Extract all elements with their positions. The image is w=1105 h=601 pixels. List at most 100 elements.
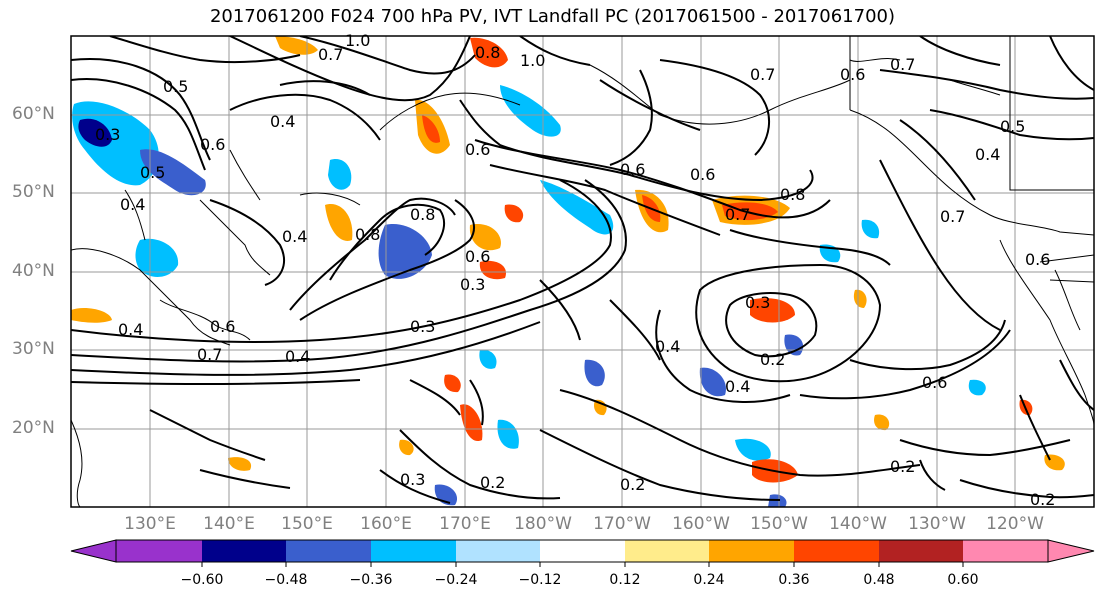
contour-label: 0.2: [620, 475, 645, 494]
contour-label: 0.6: [840, 65, 865, 84]
shade-blob: [444, 374, 461, 393]
shade-blob: [325, 204, 353, 241]
shade-blob: [699, 367, 726, 397]
lon-label: 140°W: [829, 514, 887, 534]
colorbar-segment: [540, 540, 625, 562]
map-frame: [70, 35, 1095, 508]
shade-blob: [378, 224, 432, 279]
colorbar-tick-label: −0.12: [518, 572, 562, 588]
contour-label: 0.8: [410, 205, 435, 224]
colorbar-tick-label: 0.60: [947, 572, 979, 588]
colorbar-segment: [709, 540, 794, 562]
colorbar-segment: [286, 540, 371, 562]
colorbar-segment: [963, 540, 1048, 562]
contour-label: 0.4: [285, 347, 310, 366]
contour-label: 0.7: [197, 345, 222, 364]
shade-blob: [540, 180, 614, 235]
shade-blob: [861, 219, 880, 239]
shade-blob: [328, 159, 352, 190]
colorbar-segment: [794, 540, 879, 562]
contour-label: 0.4: [270, 112, 295, 131]
colorbar-segment: [202, 540, 286, 562]
colorbar-tick-label: −0.60: [180, 572, 224, 588]
contour-label: 0.6: [1025, 250, 1050, 269]
colorbar: [70, 539, 1095, 567]
contour-label: 0.6: [465, 140, 490, 159]
map-title: 2017061200 F024 700 hPa PV, IVT Landfall…: [209, 6, 896, 27]
contour-label: 0.6: [922, 373, 947, 392]
contour-label: 0.7: [750, 65, 775, 84]
lon-label: 130°E: [124, 514, 176, 534]
shade-blob: [399, 439, 414, 456]
lon-label: 130°W: [908, 514, 966, 534]
contour-labels: 1.0 0.7 0.8 1.0 0.6 0.5 0.4 0.3 0.6 0.5 …: [95, 31, 1055, 509]
contour-label: 0.6: [210, 317, 235, 336]
lon-label: 140°E: [203, 514, 255, 534]
lon-label: 160°E: [360, 514, 412, 534]
contour-label: 0.7: [725, 205, 750, 224]
colorbar-tick-label: −0.36: [349, 572, 393, 588]
shade-blob: [469, 224, 501, 251]
lon-label: 150°W: [750, 514, 808, 534]
contour-label: 0.8: [475, 43, 500, 62]
shading-layer: [71, 36, 1065, 507]
shade-blob: [735, 438, 771, 461]
lat-label: 60°N: [12, 104, 55, 124]
contour-label: 0.2: [1030, 490, 1055, 509]
colorbar-tick-label: 0.24: [693, 572, 725, 588]
lon-label: 170°W: [593, 514, 651, 534]
contour-label: 0.4: [655, 337, 680, 356]
shade-blob: [874, 414, 890, 431]
contour-label: 0.3: [95, 125, 120, 144]
colorbar-tick-label: 0.48: [863, 572, 895, 588]
shade-blob: [78, 118, 112, 147]
contour-label: 0.3: [410, 317, 435, 336]
lat-label: 40°N: [12, 261, 55, 281]
contour-label: 1.0: [345, 31, 370, 50]
colorbar-segment: [456, 540, 540, 562]
contour-label: 0.5: [140, 163, 165, 182]
contour-label: 0.4: [120, 195, 145, 214]
shade-blob: [479, 349, 497, 369]
contour-label: 0.6: [620, 160, 645, 179]
contour-label: 1.0: [520, 51, 545, 70]
shade-blob: [750, 298, 795, 323]
shade-blob: [460, 404, 483, 442]
contour-label: 0.4: [975, 145, 1000, 164]
shade-blob: [500, 85, 561, 137]
colorbar-tick-label: −0.48: [264, 572, 308, 588]
colorbar-tick-label: 0.36: [778, 572, 810, 588]
lon-label: 120°W: [986, 514, 1044, 534]
lon-label: 170°E: [439, 514, 491, 534]
shade-blob: [584, 359, 605, 387]
contour-label: 0.2: [760, 350, 785, 369]
shade-blob: [140, 149, 206, 196]
colorbar-segment: [625, 540, 709, 562]
contour-label: 0.2: [890, 457, 915, 476]
contour-label: 0.4: [725, 377, 750, 396]
shade-blob: [968, 379, 986, 396]
lon-label: 150°E: [281, 514, 333, 534]
contour-label: 0.3: [745, 293, 770, 312]
contour-label: 0.3: [460, 275, 485, 294]
shade-blob: [71, 308, 112, 323]
colorbar-tick-label: 0.12: [609, 572, 641, 588]
lat-label: 50°N: [12, 182, 55, 202]
lat-label: 30°N: [12, 339, 55, 359]
shade-blob: [479, 260, 506, 280]
colorbar-extend-high: [1047, 539, 1095, 563]
coastlines: [71, 36, 1094, 507]
colorbar-extend-low: [70, 539, 117, 563]
shade-blob: [470, 37, 508, 68]
contour-label: 0.4: [118, 320, 143, 339]
contour-label: 0.5: [1000, 117, 1025, 136]
contour-label: 0.2: [480, 473, 505, 492]
contour-label: 0.5: [163, 77, 188, 96]
colorbar-segment: [116, 540, 202, 562]
lat-label: 20°N: [12, 418, 55, 438]
contour-label: 0.6: [465, 247, 490, 266]
gridlines: [71, 36, 1094, 507]
contour-label: 0.8: [780, 185, 805, 204]
contour-label: 0.7: [890, 55, 915, 74]
